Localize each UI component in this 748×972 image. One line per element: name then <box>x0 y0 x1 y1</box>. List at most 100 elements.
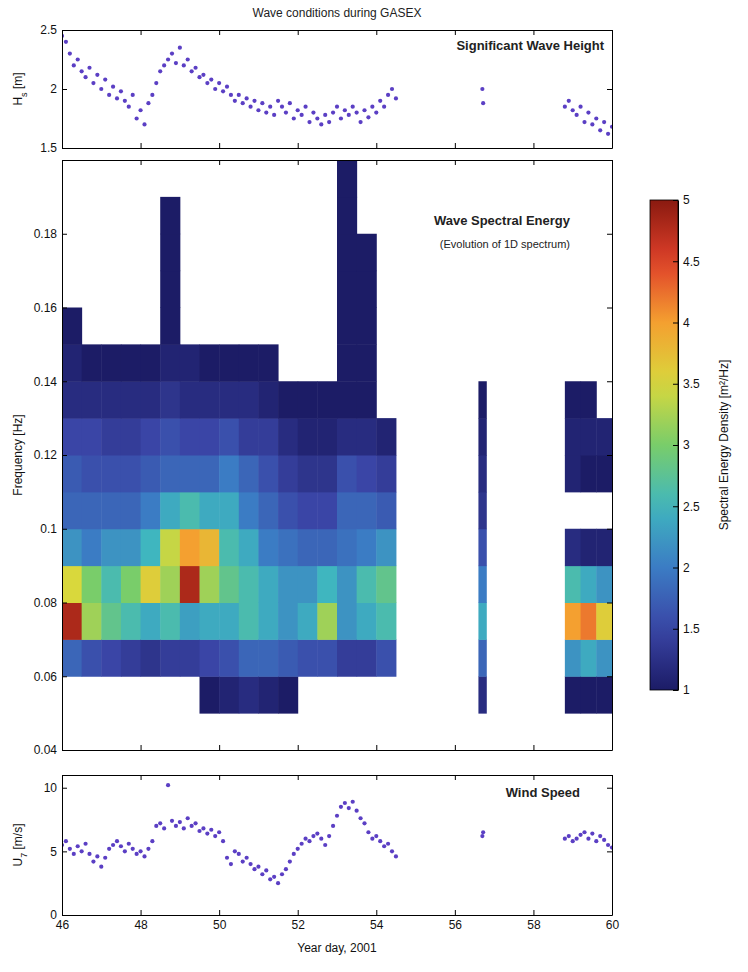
point <box>590 831 594 835</box>
cell <box>62 455 82 492</box>
cell <box>337 271 357 308</box>
cell <box>581 344 597 381</box>
cell <box>180 160 200 197</box>
cell <box>82 271 102 308</box>
tick: 2 <box>50 82 67 96</box>
cell <box>376 344 396 381</box>
cell <box>219 529 239 566</box>
cell <box>298 603 318 640</box>
point <box>386 93 390 97</box>
cell <box>258 566 278 603</box>
tick <box>298 160 299 165</box>
point <box>394 854 398 858</box>
point <box>268 105 272 109</box>
tick-mark <box>607 234 612 235</box>
point <box>123 99 127 103</box>
cell <box>337 603 357 640</box>
cell <box>180 418 200 455</box>
point <box>598 834 602 838</box>
tick-label: 2 <box>683 561 690 575</box>
point <box>193 821 197 825</box>
cell <box>357 566 377 603</box>
point <box>394 96 398 100</box>
cell <box>180 308 200 345</box>
cell <box>376 160 396 197</box>
tick-mark <box>533 775 534 780</box>
tick-mark <box>376 775 377 780</box>
point <box>567 834 571 838</box>
cell <box>82 197 102 234</box>
cell <box>337 566 357 603</box>
annotation: (Evolution of 1D spectrum) <box>440 238 570 250</box>
cell <box>278 344 298 381</box>
cell <box>141 234 161 271</box>
tick-mark <box>376 160 377 165</box>
tick-label: 2 <box>50 82 57 96</box>
point <box>245 96 249 100</box>
cell <box>62 713 82 750</box>
point <box>571 108 575 112</box>
tick <box>376 30 377 35</box>
colorbar-label: Spectral Energy Density [m²/Hz] <box>717 360 731 531</box>
point <box>95 854 99 858</box>
point <box>311 834 315 838</box>
cell <box>258 713 278 750</box>
tick: 58 <box>527 910 541 932</box>
cell <box>317 676 337 713</box>
cell <box>478 418 486 455</box>
cell <box>160 160 180 197</box>
point <box>127 842 131 846</box>
cell <box>478 603 486 640</box>
tick-mark <box>607 381 612 382</box>
cell <box>596 603 612 640</box>
point <box>241 859 245 863</box>
cell <box>219 234 239 271</box>
tick: 48 <box>134 910 148 932</box>
cell <box>82 234 102 271</box>
cell <box>581 234 597 271</box>
axis: 0510 <box>44 776 67 923</box>
point <box>221 839 225 843</box>
point <box>351 105 355 109</box>
point <box>217 81 221 85</box>
point <box>260 872 264 876</box>
point <box>358 120 362 124</box>
cell <box>82 566 102 603</box>
point <box>248 862 252 866</box>
cell <box>160 197 180 234</box>
cell <box>219 492 239 529</box>
point <box>87 852 91 856</box>
colorbar: 11.522.533.544.55Spectral Energy Density… <box>650 193 731 697</box>
cell <box>180 492 200 529</box>
cell <box>581 197 597 234</box>
panel: 46485052545658600510U7 [m/s]Year day, 20… <box>11 775 619 955</box>
cell <box>180 455 200 492</box>
cell <box>376 381 396 418</box>
cell <box>581 492 597 529</box>
tick-mark <box>455 910 456 915</box>
cell <box>258 234 278 271</box>
tick <box>455 30 456 35</box>
cell <box>219 455 239 492</box>
axis: 1.522.5 <box>40 23 67 155</box>
tick-mark <box>607 148 612 149</box>
point <box>182 63 186 67</box>
cell <box>565 271 581 308</box>
tick: 2.5 <box>40 23 67 37</box>
tick-mark <box>219 160 220 165</box>
cell <box>298 676 318 713</box>
tick <box>141 775 142 780</box>
point <box>107 93 111 97</box>
cell <box>180 713 200 750</box>
cell <box>581 639 597 676</box>
tick <box>376 745 377 750</box>
tick-mark <box>219 910 220 915</box>
point <box>68 847 72 851</box>
axis <box>63 160 613 165</box>
cell <box>581 160 597 197</box>
point <box>131 93 135 97</box>
point <box>268 877 272 881</box>
cell <box>317 529 337 566</box>
tick-mark <box>219 775 220 780</box>
cell <box>565 529 581 566</box>
